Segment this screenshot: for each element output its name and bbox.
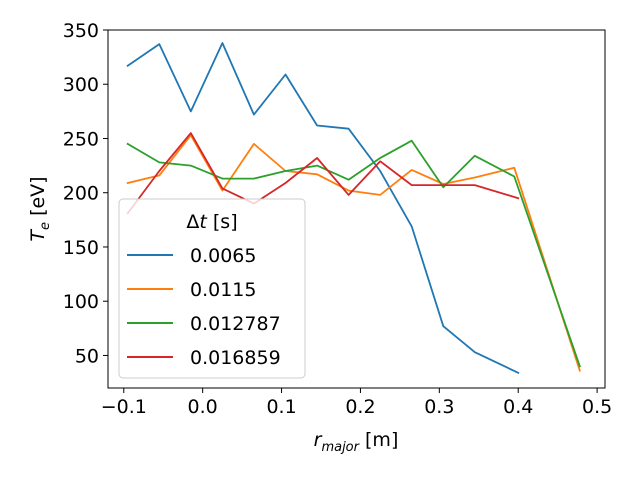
legend-label-1: 0.0115	[190, 279, 256, 301]
legend-title: Δt [s]	[186, 211, 237, 233]
legend-label-0: 0.0065	[190, 245, 256, 267]
x-axis-label: rmajor [m]	[314, 429, 399, 455]
legend-title-unit: [s]	[207, 211, 238, 233]
y-tick-label: 100	[63, 291, 99, 313]
x-axis-label-var: r	[314, 429, 323, 451]
x-axis: −0.1 0.0 0.1 0.2 0.3 0.4 0.5	[101, 388, 612, 418]
legend: Δt [s] 0.0065 0.0115 0.012787 0.016859	[118, 198, 306, 379]
x-tick-label: 0.4	[503, 396, 533, 418]
y-tick-label: 150	[63, 237, 99, 259]
x-axis-label-sub: major	[321, 440, 360, 455]
y-tick-label: 50	[75, 345, 99, 367]
legend-box	[118, 198, 306, 379]
y-tick-label: 350	[63, 20, 99, 42]
y-axis-label-sub: e	[38, 222, 53, 230]
y-tick-label: 300	[63, 74, 99, 96]
x-tick-label: 0.0	[188, 396, 218, 418]
x-tick-label: 0.2	[345, 396, 375, 418]
x-tick-label: 0.1	[266, 396, 296, 418]
legend-entries: 0.0065 0.0115 0.012787 0.016859	[127, 245, 281, 369]
series-layer	[126, 42, 581, 374]
series-line-1	[126, 134, 581, 372]
x-axis-label-unit: [m]	[359, 429, 398, 451]
y-axis-label-var: T	[27, 229, 49, 242]
y-axis: 50 100 150 200 250 300 350	[63, 20, 108, 367]
plot-frame	[107, 29, 606, 389]
legend-title-symbol: Δ	[186, 211, 199, 233]
y-axis-label-unit: [eV]	[27, 176, 49, 222]
series-line-2	[126, 139, 581, 368]
y-axis-label: Te [eV]	[27, 176, 53, 241]
legend-label-3: 0.016859	[190, 347, 281, 369]
legend-title-var: t	[199, 211, 208, 233]
x-tick-label: 0.3	[424, 396, 454, 418]
x-tick-label: 0.5	[582, 396, 612, 418]
y-tick-label: 200	[63, 183, 99, 205]
y-tick-label: 250	[63, 128, 99, 150]
legend-label-2: 0.012787	[190, 313, 281, 335]
series-line-3	[126, 132, 520, 215]
series-line-0	[126, 42, 520, 374]
x-tick-label: −0.1	[101, 396, 147, 418]
